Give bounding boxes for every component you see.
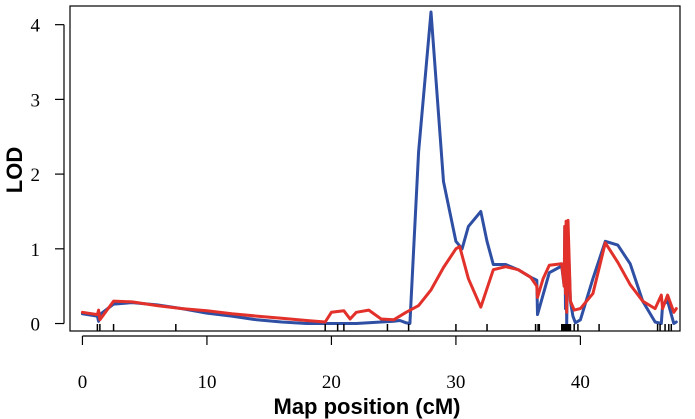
x-axis: 0 10 20 30 40 bbox=[78, 335, 590, 393]
x-tick-label: 0 bbox=[78, 372, 88, 393]
y-axis-title: LOD bbox=[2, 147, 27, 193]
series-layer bbox=[80, 10, 678, 325]
x-tick-label: 30 bbox=[446, 372, 465, 393]
marker-rug bbox=[96, 324, 673, 331]
x-axis-title: Map position (cM) bbox=[274, 394, 461, 419]
series-line-1 bbox=[80, 10, 678, 325]
x-tick-label: 10 bbox=[197, 372, 216, 393]
y-axis: 0 1 2 3 4 bbox=[31, 16, 65, 336]
y-tick-label: 1 bbox=[31, 240, 41, 261]
series-line-2 bbox=[80, 218, 678, 324]
y-tick-label: 3 bbox=[31, 90, 41, 111]
plot-frame bbox=[69, 5, 681, 332]
x-tick-label: 20 bbox=[322, 372, 341, 393]
x-tick-label: 40 bbox=[571, 372, 590, 393]
y-tick-label: 2 bbox=[31, 165, 41, 186]
y-tick-label: 4 bbox=[31, 16, 41, 37]
y-tick-label: 0 bbox=[31, 315, 41, 336]
